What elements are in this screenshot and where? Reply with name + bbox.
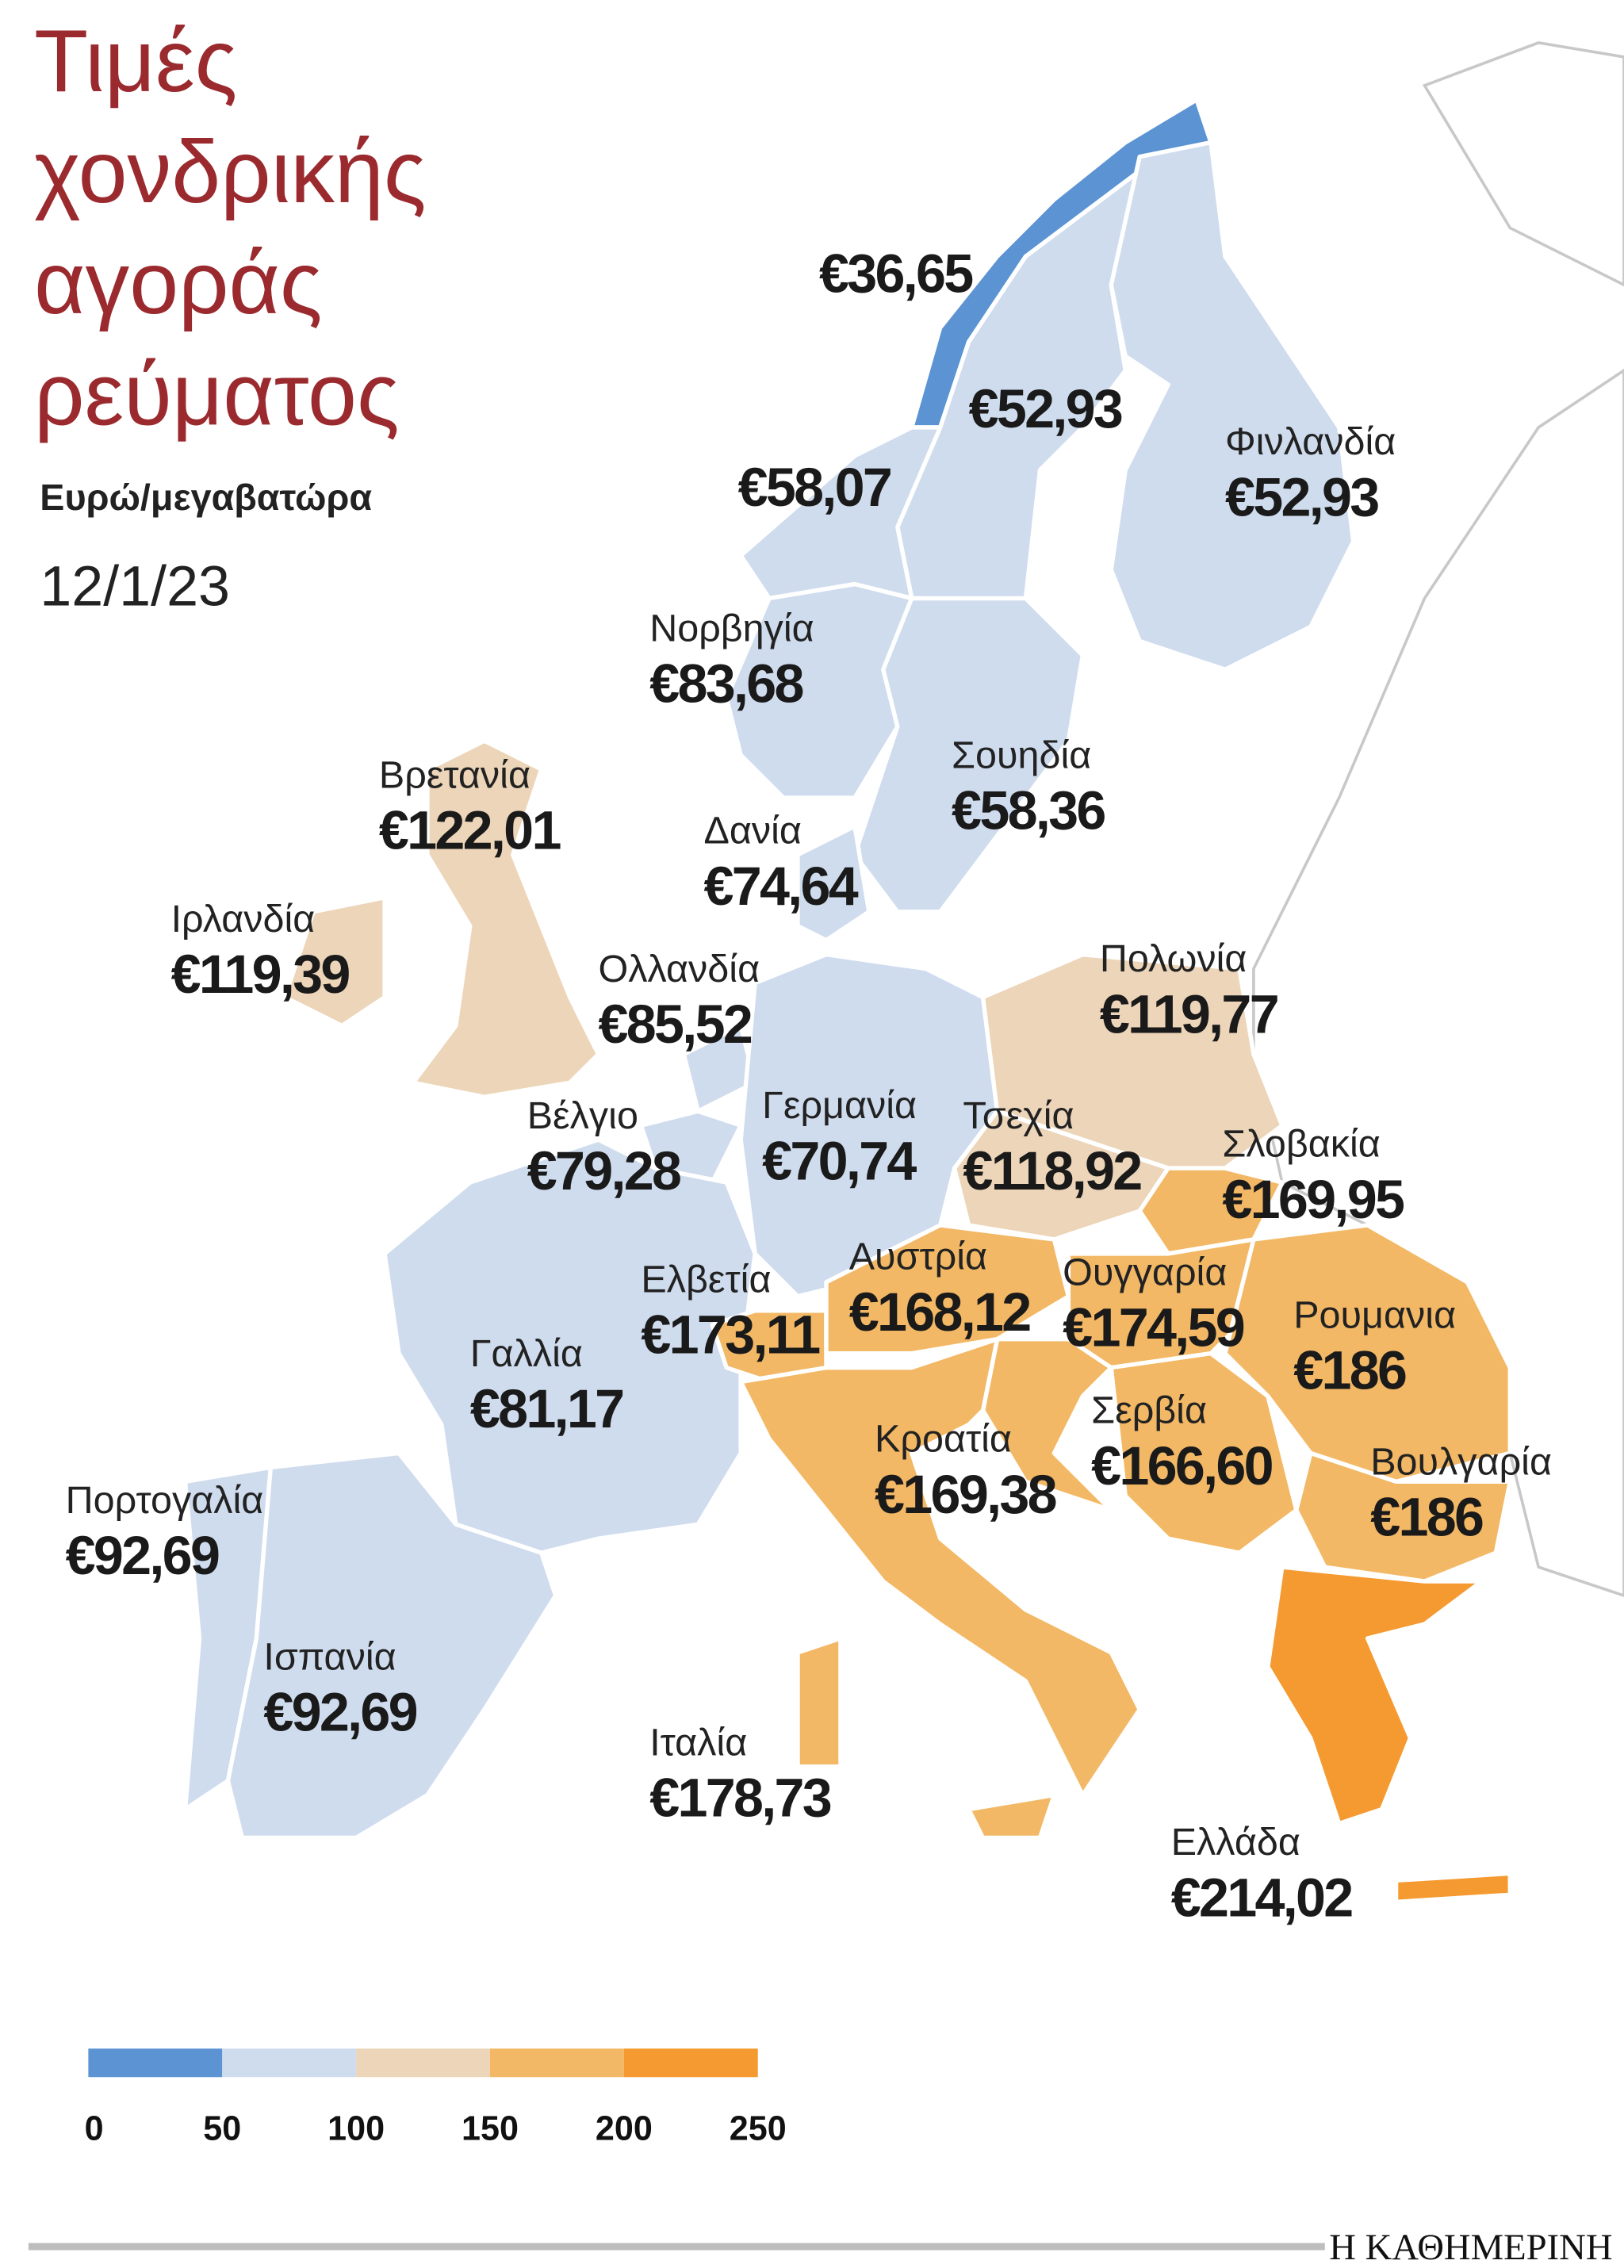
region bbox=[382, 1137, 757, 1555]
region bbox=[411, 738, 601, 1099]
legend-tick-label: 150 bbox=[462, 2109, 519, 2147]
region-name: Κροατία bbox=[875, 1418, 1012, 1461]
legend-tick-label: 100 bbox=[327, 2109, 385, 2147]
region-value: €70,74 bbox=[762, 1131, 917, 1191]
region-value: €173,11 bbox=[641, 1305, 820, 1366]
region bbox=[638, 1109, 743, 1185]
labels: €36,65€52,93€58,07Φινλανδία€52,93Νορβηγί… bbox=[66, 243, 1552, 1928]
region-name: Φινλανδία bbox=[1225, 420, 1396, 463]
region-name: Ελλάδα bbox=[1171, 1821, 1300, 1864]
legend-swatch bbox=[222, 2048, 357, 2078]
region-name: Γερμανία bbox=[762, 1084, 917, 1127]
regions bbox=[182, 98, 1512, 1904]
legend-tick-label: 50 bbox=[203, 2109, 241, 2147]
region-value: €52,93 bbox=[1225, 467, 1378, 527]
region-value: €166,60 bbox=[1091, 1436, 1273, 1496]
region-name: Πορτογαλία bbox=[66, 1479, 264, 1522]
region bbox=[1109, 1350, 1299, 1555]
legend-swatch bbox=[489, 2048, 624, 2078]
region-value: €79,28 bbox=[527, 1141, 680, 1201]
region-name: Ουγγαρία bbox=[1063, 1251, 1227, 1293]
region-name: Ισπανία bbox=[263, 1635, 396, 1678]
legend-tick-label: 250 bbox=[730, 2109, 787, 2147]
region-value: €168,12 bbox=[849, 1282, 1031, 1343]
region-name: Ολλανδία bbox=[599, 948, 760, 990]
region-name: Γαλλία bbox=[470, 1332, 583, 1375]
region-value: €81,17 bbox=[470, 1379, 623, 1439]
title-line: χονδρικής bbox=[34, 122, 427, 221]
region-value: €118,92 bbox=[963, 1141, 1141, 1201]
region-value: €214,02 bbox=[1171, 1868, 1353, 1928]
region bbox=[980, 1336, 1113, 1512]
legend-swatch bbox=[356, 2048, 490, 2078]
region-value: €186 bbox=[1293, 1341, 1406, 1401]
region-value: €92,69 bbox=[66, 1526, 219, 1586]
region-value: €36,65 bbox=[819, 243, 973, 304]
region-name: Βέλγιο bbox=[527, 1094, 638, 1137]
region-name: Ιταλία bbox=[649, 1721, 747, 1764]
region-name: Σλοβακία bbox=[1222, 1123, 1380, 1166]
legend-tick-label: 0 bbox=[85, 2109, 104, 2147]
region bbox=[738, 952, 1000, 1299]
region-name: Βουλγαρία bbox=[1370, 1440, 1552, 1483]
region-value: €186 bbox=[1370, 1488, 1483, 1548]
region-value: €178,73 bbox=[649, 1768, 831, 1829]
region-name: Νορβηγία bbox=[649, 607, 814, 649]
region bbox=[225, 1450, 558, 1841]
region bbox=[824, 1223, 1071, 1356]
region-name: Αυστρία bbox=[849, 1236, 987, 1278]
region-value: €58,36 bbox=[952, 781, 1105, 841]
region-name: Σουηδία bbox=[952, 734, 1091, 776]
title-line: Τιμές bbox=[34, 11, 237, 110]
region bbox=[795, 824, 871, 943]
region-name: Τσεχία bbox=[963, 1094, 1074, 1137]
region-name: Βρετανία bbox=[379, 753, 530, 796]
date: 12/1/23 bbox=[40, 555, 230, 619]
legend-tick-label: 200 bbox=[596, 2109, 653, 2147]
region-value: €169,95 bbox=[1222, 1170, 1404, 1230]
region bbox=[1109, 140, 1356, 672]
region-name: Πολωνία bbox=[1100, 937, 1247, 980]
region bbox=[852, 596, 1086, 914]
region-name: Δανία bbox=[703, 810, 802, 852]
region bbox=[724, 581, 914, 800]
region bbox=[282, 895, 387, 1029]
region-value: €83,68 bbox=[649, 654, 802, 714]
region-name: Ιρλανδία bbox=[171, 898, 316, 941]
legend-swatch bbox=[623, 2048, 758, 2078]
title-line: αγοράς bbox=[34, 233, 322, 332]
region-value: €174,59 bbox=[1063, 1298, 1244, 1358]
region bbox=[1223, 1223, 1512, 1485]
region bbox=[738, 1336, 1142, 1841]
region-value: €85,52 bbox=[599, 994, 752, 1055]
region-value: €122,01 bbox=[379, 801, 561, 861]
region-value: €74,64 bbox=[703, 856, 858, 917]
brand: Η ΚΑΘΗΜΕΡΙΝΗ bbox=[1329, 2227, 1612, 2268]
region-value: €58,07 bbox=[738, 458, 891, 518]
title-line: ρεύματος bbox=[34, 344, 400, 443]
region-name: Ρουμανια bbox=[1293, 1293, 1456, 1336]
subtitle: Ευρώ/μεγαβατώρα bbox=[40, 477, 372, 518]
region-value: €119,77 bbox=[1100, 984, 1277, 1044]
region-value: €92,69 bbox=[263, 1683, 416, 1743]
legend-swatch bbox=[88, 2048, 223, 2078]
region-name: Ελβετία bbox=[641, 1258, 771, 1301]
region-name: Σερβία bbox=[1091, 1389, 1207, 1432]
region-value: €119,39 bbox=[171, 944, 350, 1005]
region bbox=[1266, 1565, 1512, 1904]
region-value: €52,93 bbox=[969, 379, 1122, 439]
region bbox=[1294, 1450, 1512, 1584]
region-value: €169,38 bbox=[875, 1465, 1056, 1525]
